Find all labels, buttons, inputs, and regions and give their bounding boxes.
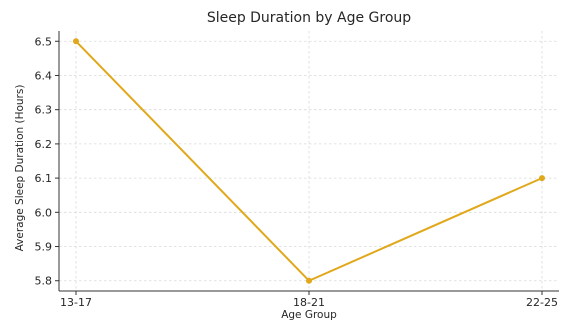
y-tick-label: 6.2 [35, 138, 53, 151]
data-point [306, 277, 312, 284]
y-tick-label: 6.0 [35, 206, 53, 219]
chart-title: Sleep Duration by Age Group [207, 10, 411, 26]
y-tick-label: 6.3 [35, 104, 53, 117]
y-tick-label: 6.1 [35, 172, 53, 185]
data-point [73, 38, 79, 45]
ticks: 5.8 5.9 6.0 6.1 6.2 6.3 6.4 6.5 13-17 18-21 22-25 [35, 35, 558, 309]
x-axis-label: Age Group [281, 309, 337, 321]
x-tick-label: 18-21 [293, 296, 325, 309]
x-tick-label: 13-17 [60, 296, 92, 309]
y-tick-label: 6.5 [35, 35, 53, 48]
data-point [539, 175, 545, 182]
grid [59, 31, 559, 291]
y-tick-label: 5.8 [35, 275, 53, 288]
y-tick-label: 5.9 [35, 241, 53, 254]
y-tick-label: 6.4 [35, 69, 53, 82]
y-axis-label: Average Sleep Duration (Hours) [14, 85, 26, 252]
series [73, 38, 545, 284]
x-tick-label: 22-25 [526, 296, 558, 309]
